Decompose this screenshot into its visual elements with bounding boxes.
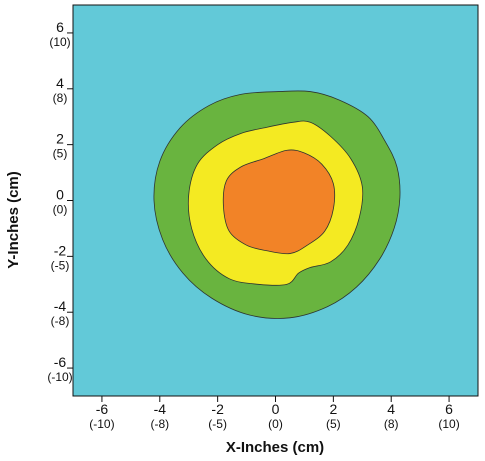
x-tick-sublabel: (10) (438, 417, 459, 431)
y-tick-sublabel: (-10) (47, 370, 72, 384)
y-tick-sublabel: (8) (53, 91, 68, 105)
x-tick-sublabel: (-10) (89, 417, 114, 431)
x-tick-sublabel: (8) (384, 417, 399, 431)
x-tick-sublabel: (0) (268, 417, 283, 431)
x-tick-label: 6 (445, 401, 453, 417)
x-tick-label: 2 (329, 401, 337, 417)
x-tick-sublabel: (-8) (150, 417, 169, 431)
y-tick-label: -4 (54, 298, 67, 314)
y-axis-label: Y-Inches (cm) (5, 171, 22, 269)
x-tick-label: -6 (96, 401, 109, 417)
x-axis-ticks: -6(-10) -4(-8) -2(-5) 0(0) 2(5) 4(8) 6(10) (89, 396, 460, 431)
y-tick-label: -2 (54, 242, 67, 258)
y-tick-label: 4 (56, 75, 64, 91)
y-tick-sublabel: (-8) (51, 314, 70, 328)
x-tick-sublabel: (-5) (208, 417, 227, 431)
y-tick-sublabel: (0) (53, 203, 68, 217)
x-axis-label: X-Inches (cm) (226, 439, 324, 456)
x-tick-label: -2 (211, 401, 224, 417)
contour-region-3 (222, 149, 336, 255)
y-tick-sublabel: (-5) (51, 258, 70, 272)
contour-regions (153, 90, 401, 319)
y-axis-ticks: 6(10) 4(8) 2(5) 0(0) -2(-5) -4(-8) -6(-10) (47, 19, 73, 384)
y-tick-sublabel: (10) (49, 35, 70, 49)
y-tick-label: 6 (56, 19, 64, 35)
y-tick-label: -6 (54, 354, 67, 370)
y-tick-label: 0 (56, 187, 64, 203)
y-tick-sublabel: (5) (53, 147, 68, 161)
x-tick-label: 4 (387, 401, 395, 417)
y-tick-label: 2 (56, 131, 64, 147)
x-tick-sublabel: (5) (326, 417, 341, 431)
x-tick-label: 0 (272, 401, 280, 417)
x-tick-label: -4 (154, 401, 167, 417)
